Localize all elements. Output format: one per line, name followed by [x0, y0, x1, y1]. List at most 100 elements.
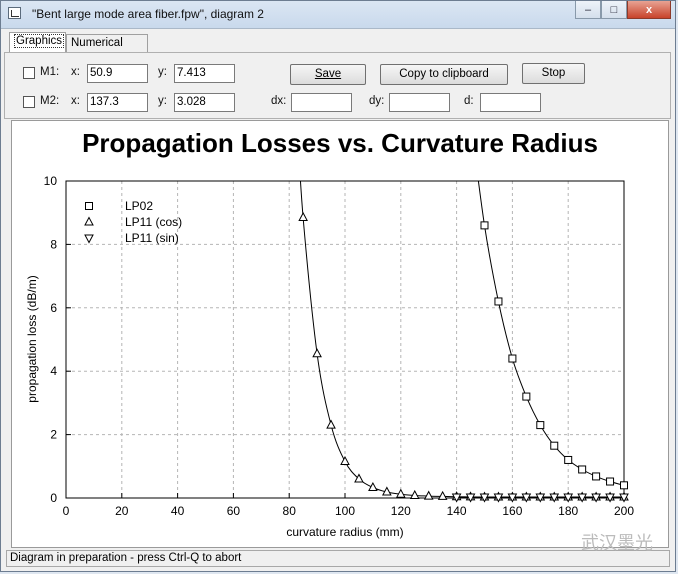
legend-marker-lp11-cos: [84, 216, 94, 226]
stop-button[interactable]: Stop: [522, 63, 585, 84]
m1-y-label: y:: [158, 66, 167, 78]
status-bar: Diagram in preparation - press Ctrl-Q to…: [6, 550, 670, 567]
tab-graphics[interactable]: Graphics: [9, 32, 66, 53]
y-tick-label: 0: [50, 491, 57, 505]
data-point-lp11-sin: [563, 493, 574, 503]
data-point-lp11-sin: [479, 493, 490, 503]
data-point-lp02: [592, 472, 601, 481]
series-curves: [299, 181, 624, 498]
maximize-button[interactable]: □: [601, 1, 627, 19]
data-point-lp02: [508, 354, 517, 363]
y-axis-label: propagation loss (dB/m): [25, 275, 39, 402]
loss-chart: Propagation Losses vs. Curvature Radius …: [25, 128, 635, 539]
data-point-lp11-cos: [340, 455, 350, 466]
data-point-lp11-sin: [507, 493, 518, 503]
m2-x-field[interactable]: 137.3: [87, 93, 148, 112]
dx-field[interactable]: [291, 93, 352, 112]
data-point-lp02: [494, 297, 503, 306]
watermark: 武汉墨光: [581, 533, 653, 553]
app-icon[interactable]: [8, 7, 21, 19]
legend-label-lp11-sin: LP11 (sin): [125, 231, 179, 245]
x-tick-label: 60: [227, 504, 241, 518]
plot-area[interactable]: Propagation Losses vs. Curvature Radius …: [11, 120, 669, 548]
x-tick-label: 80: [283, 504, 297, 518]
series-line-lp11-cos: [299, 181, 624, 498]
m1-y-field[interactable]: 7.413: [174, 64, 235, 83]
legend-label-lp11-cos: LP11 (cos): [125, 215, 182, 229]
tab-graphics-label: Graphics: [14, 34, 65, 48]
save-button[interactable]: Save: [290, 64, 366, 85]
data-point-lp02: [564, 455, 573, 464]
close-button[interactable]: x: [627, 1, 671, 19]
y-tick-label: 8: [50, 237, 57, 251]
y-tick-label: 4: [50, 364, 57, 378]
copy-to-clipboard-button[interactable]: Copy to clipboard: [380, 64, 508, 85]
m1-label: M1:: [40, 66, 60, 78]
data-point-lp11-sin: [493, 493, 504, 503]
series-points: [298, 211, 629, 503]
x-tick-label: 200: [614, 504, 634, 518]
m1-x-field[interactable]: 50.9: [87, 64, 148, 83]
data-point-lp02: [620, 481, 628, 490]
dx-label: dx:: [271, 95, 287, 107]
data-point-lp02: [522, 392, 531, 401]
legend: LP02 LP11 (cos) LP11 (sin): [84, 199, 182, 245]
m2-y-field[interactable]: 3.028: [174, 93, 235, 112]
y-tick-label: 6: [50, 301, 57, 315]
m2-x-label: x:: [71, 95, 80, 107]
data-point-lp02: [536, 421, 545, 430]
axis-ticks: 0 20 40 60 80 100 120 140 160 180 200 0 2 4 6 8 10: [44, 174, 635, 518]
data-point-lp11-sin: [521, 493, 532, 503]
x-tick-label: 120: [391, 504, 411, 518]
data-point-lp11-sin: [465, 493, 476, 503]
x-tick-label: 0: [63, 504, 70, 518]
data-point-lp11-sin: [535, 493, 546, 503]
data-point-lp11-cos: [298, 211, 308, 221]
window-title: "Bent large mode area fiber.fpw", diagra…: [32, 7, 264, 21]
data-point-lp11-cos: [437, 490, 448, 500]
m2-label: M2:: [40, 95, 60, 107]
x-tick-label: 40: [171, 504, 185, 518]
m1-x-label: x:: [71, 66, 80, 78]
chart-title: Propagation Losses vs. Curvature Radius: [82, 128, 598, 158]
y-tick-label: 10: [44, 174, 58, 188]
data-point-lp02: [480, 221, 489, 230]
m2-y-label: y:: [158, 95, 167, 107]
data-point-lp11-sin: [549, 493, 560, 503]
data-point-lp11-sin: [605, 493, 615, 503]
legend-marker-lp02: [85, 202, 93, 210]
data-point-lp11-cos: [326, 419, 336, 429]
data-point-lp02: [578, 465, 587, 474]
d-field[interactable]: [480, 93, 541, 112]
title-bar[interactable]: "Bent large mode area fiber.fpw", diagra…: [1, 1, 675, 29]
d-label: d:: [464, 95, 474, 107]
dy-label: dy:: [369, 95, 385, 107]
data-point-lp11-cos: [423, 490, 434, 500]
x-tick-label: 160: [502, 504, 522, 518]
x-tick-label: 100: [335, 504, 355, 518]
x-tick-label: 20: [115, 504, 129, 518]
y-tick-label: 2: [50, 428, 57, 442]
data-point-lp11-cos: [409, 489, 420, 499]
tab-numerical-data[interactable]: Numerical data: [66, 34, 148, 66]
data-point-lp11-sin: [451, 493, 462, 503]
m2-checkbox[interactable]: [23, 96, 35, 108]
data-point-lp11-cos: [354, 473, 364, 483]
data-point-lp11-cos: [312, 348, 322, 358]
minimize-button[interactable]: –: [575, 1, 601, 19]
data-point-lp11-cos: [382, 486, 392, 496]
x-tick-label: 140: [447, 504, 467, 518]
dy-field[interactable]: [389, 93, 450, 112]
controls-panel: M1: x: 50.9 y: 7.413 Save Copy to clipbo…: [4, 52, 671, 119]
m1-checkbox[interactable]: [23, 67, 35, 79]
data-point-lp11-sin: [619, 493, 629, 503]
save-button-label: Save: [314, 68, 342, 80]
data-point-lp11-cos: [368, 481, 378, 492]
series-line-lp02: [477, 181, 624, 486]
data-point-lp11-cos: [395, 488, 406, 498]
grid: [66, 181, 624, 498]
data-point-lp02: [606, 477, 615, 486]
data-point-lp11-sin: [577, 493, 587, 503]
x-tick-label: 180: [558, 504, 578, 518]
